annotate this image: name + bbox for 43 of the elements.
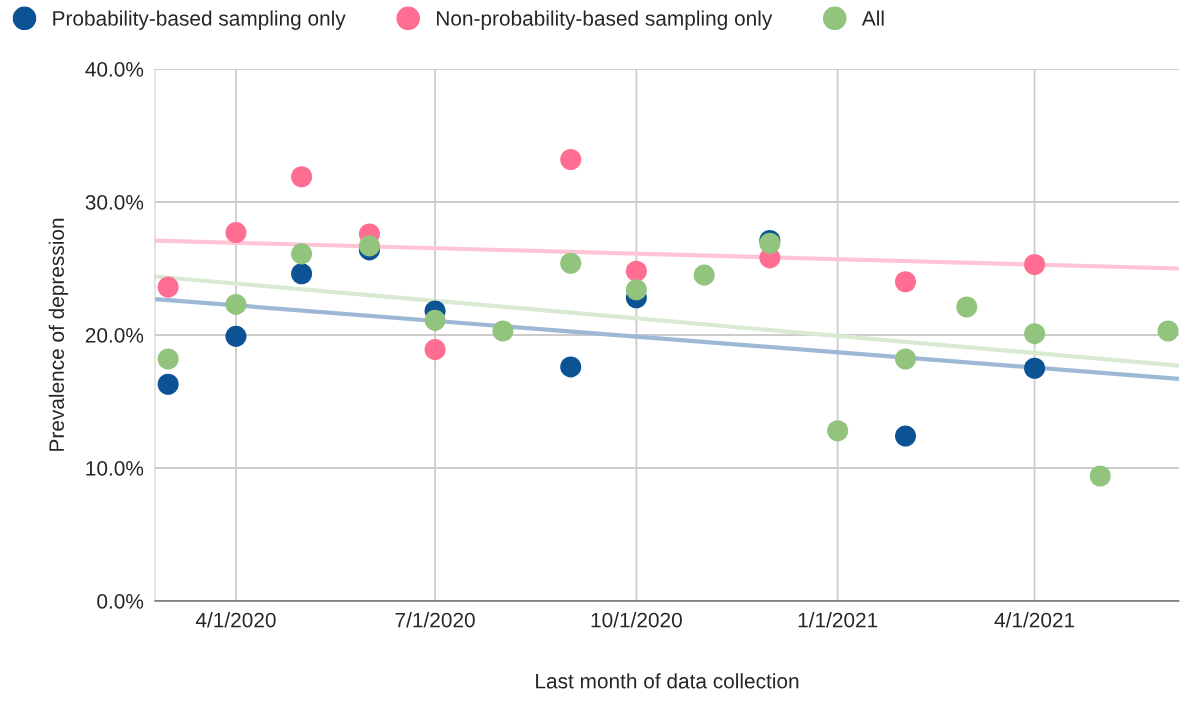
point (1157, 320, 1179, 342)
point (1024, 357, 1046, 379)
point (291, 243, 313, 265)
point (1024, 323, 1046, 345)
point (1089, 465, 1111, 487)
point (560, 252, 582, 274)
x-tick-label: 4/1/2021 (994, 612, 1075, 628)
point (560, 356, 582, 378)
x-tick-label: 10/1/2020 (591, 612, 682, 628)
point (956, 296, 978, 318)
point (625, 260, 647, 282)
point (157, 373, 179, 395)
y-tick-label: 10.0% (86, 461, 144, 476)
y-tick-label: 40.0% (85, 62, 144, 77)
y-tick-label: 30.0% (85, 195, 144, 210)
point (625, 279, 647, 301)
point (827, 420, 849, 442)
point (424, 309, 446, 331)
point (1024, 253, 1046, 276)
point (225, 325, 247, 347)
x-axis-title: Last month of data collection (536, 673, 799, 689)
y-tick-label: 0.0% (97, 594, 144, 609)
legend-label: Non-probability-based sampling only (436, 10, 773, 30)
point (157, 348, 179, 370)
point (291, 166, 313, 188)
x-tick-label: 4/1/2020 (195, 612, 276, 628)
x-tick-label: 1/1/2021 (798, 612, 878, 628)
point (225, 222, 247, 244)
legend-label: Probability-based sampling only (53, 10, 346, 30)
point (492, 320, 514, 342)
y-tick-label: 20.0% (85, 328, 144, 343)
y-axis-title: Prevalence of depression (48, 218, 69, 451)
point (291, 263, 313, 285)
point (560, 148, 582, 170)
point (424, 339, 446, 361)
point (157, 276, 179, 298)
point (894, 271, 917, 293)
point (225, 293, 247, 315)
point (894, 425, 917, 447)
point (693, 264, 715, 286)
x-tick-label: 7/1/2020 (395, 612, 475, 628)
legend-label: All (861, 10, 884, 26)
point (894, 348, 917, 370)
